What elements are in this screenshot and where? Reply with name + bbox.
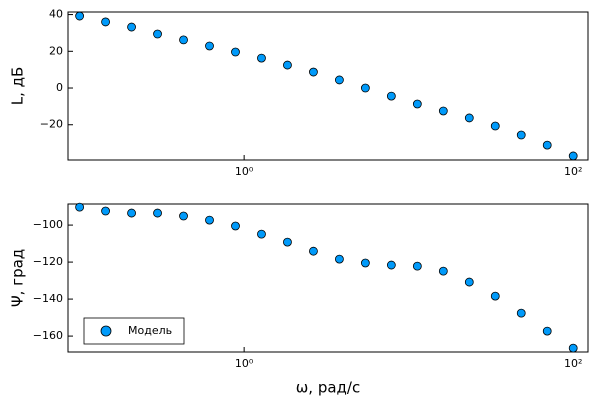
data-point bbox=[516, 130, 526, 140]
data-point bbox=[438, 266, 448, 276]
y-tick-label: −20 bbox=[40, 118, 63, 131]
data-point bbox=[101, 206, 110, 216]
data-point bbox=[386, 91, 396, 101]
data-point bbox=[205, 215, 214, 225]
data-point bbox=[464, 113, 474, 123]
data-point bbox=[231, 221, 240, 231]
data-point bbox=[490, 121, 500, 131]
data-point bbox=[309, 67, 318, 77]
y-axis-label: L, дБ bbox=[9, 67, 27, 106]
data-point bbox=[335, 254, 344, 264]
data-point bbox=[205, 41, 214, 51]
data-point bbox=[568, 343, 578, 353]
data-point bbox=[257, 53, 266, 63]
data-point bbox=[127, 22, 136, 32]
data-point bbox=[490, 291, 500, 301]
data-point bbox=[516, 308, 526, 318]
plot-frame bbox=[67, 203, 589, 353]
data-point bbox=[568, 151, 578, 161]
plot-frame bbox=[67, 11, 589, 161]
y-tick-label: −160 bbox=[33, 329, 63, 342]
data-point bbox=[438, 106, 448, 116]
data-point bbox=[257, 229, 266, 239]
data-point bbox=[360, 258, 370, 268]
y-axis-label: Ψ, град bbox=[9, 249, 27, 307]
data-point bbox=[542, 140, 552, 150]
x-tick-label: 10⁰ bbox=[235, 357, 254, 370]
data-point bbox=[309, 246, 318, 256]
data-point bbox=[101, 17, 110, 27]
data-point bbox=[335, 75, 344, 85]
data-point bbox=[153, 208, 162, 218]
data-point bbox=[153, 29, 162, 39]
data-point bbox=[179, 211, 188, 221]
legend-label: Модель bbox=[128, 324, 172, 337]
y-tick-label: 20 bbox=[49, 44, 63, 57]
y-tick-label: 40 bbox=[49, 8, 63, 21]
data-point bbox=[412, 99, 422, 109]
data-point bbox=[386, 260, 396, 270]
x-axis-label: ω, рад/с bbox=[296, 379, 360, 397]
data-point bbox=[542, 326, 552, 336]
x-tick-label: 10² bbox=[564, 165, 582, 178]
data-point bbox=[75, 11, 85, 21]
x-tick-label: 10² bbox=[564, 357, 582, 370]
data-point bbox=[127, 208, 136, 218]
y-tick-label: −120 bbox=[33, 255, 63, 268]
data-point bbox=[283, 237, 292, 247]
data-point bbox=[231, 47, 240, 57]
data-point bbox=[179, 35, 188, 45]
data-point bbox=[283, 60, 292, 70]
y-tick-label: −140 bbox=[33, 292, 63, 305]
data-point bbox=[412, 261, 422, 271]
y-tick-label: −100 bbox=[33, 218, 63, 231]
data-point bbox=[75, 202, 85, 212]
x-tick-label: 10⁰ bbox=[235, 165, 254, 178]
data-point bbox=[464, 277, 474, 287]
legend-marker bbox=[100, 325, 112, 337]
y-tick-label: 0 bbox=[56, 81, 63, 94]
data-point bbox=[360, 83, 370, 93]
